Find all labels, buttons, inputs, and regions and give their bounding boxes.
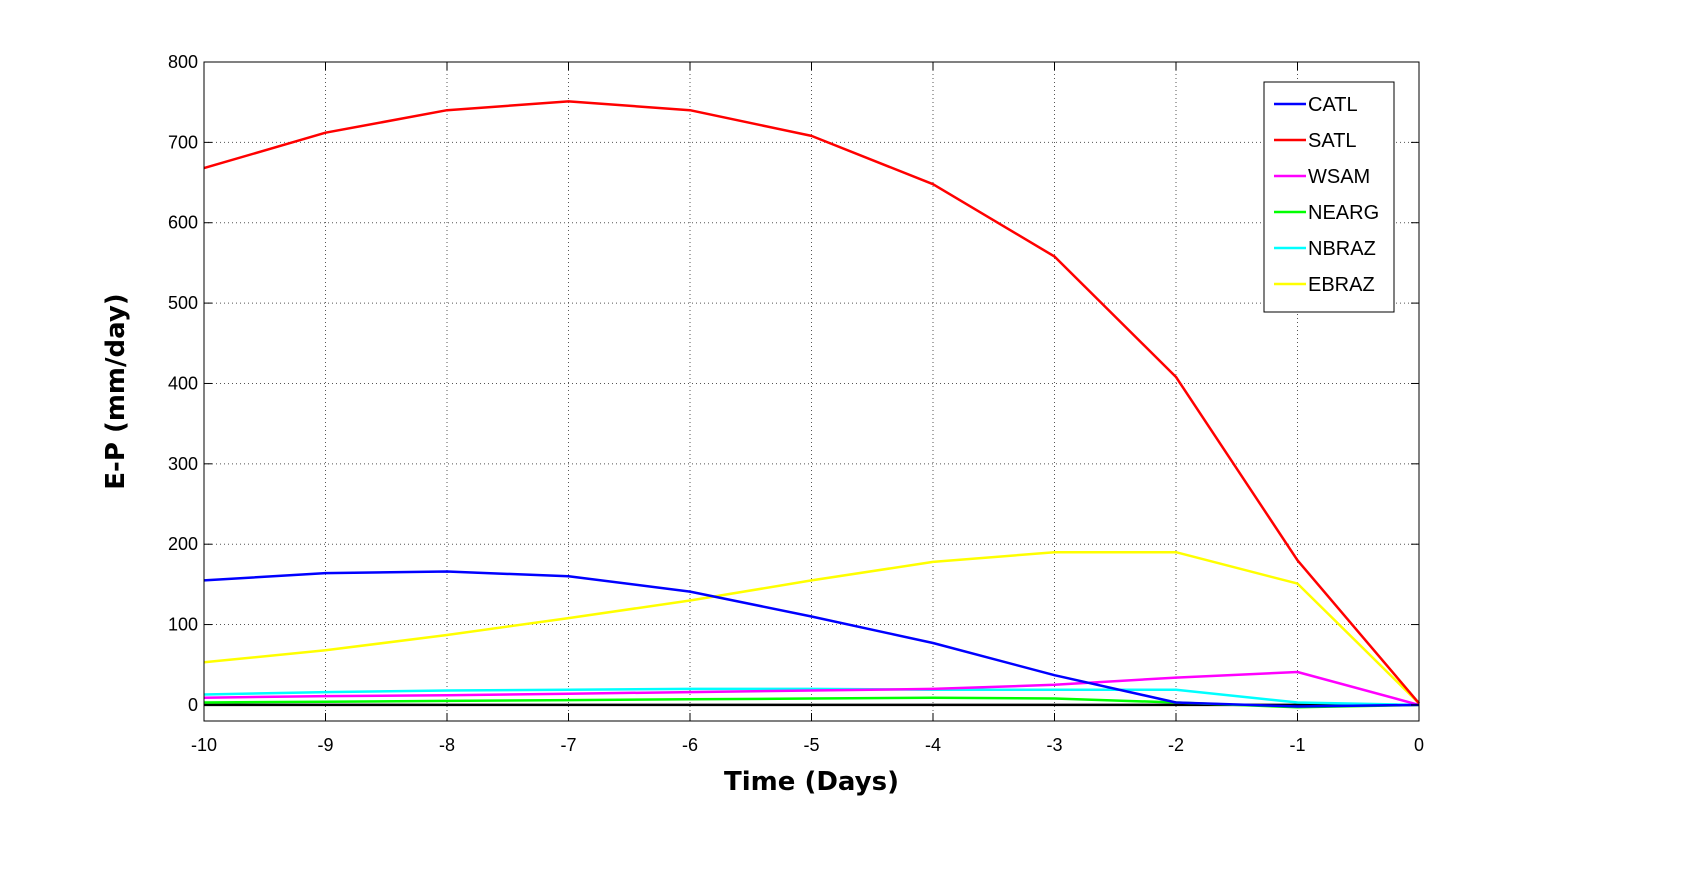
series-line-wsam (203, 670, 1420, 707)
legend: CATL SATL WSAM NEARG NBRAZ EBRAZ (1263, 81, 1395, 313)
y-tick-label: 400 (168, 373, 198, 393)
x-tick-label: -5 (803, 735, 819, 755)
legend-label-catl: CATL (1308, 94, 1358, 116)
x-tick-label: -4 (925, 735, 941, 755)
legend-label-ebraz: EBRAZ (1308, 274, 1375, 296)
y-tick-label: 700 (168, 132, 198, 152)
x-tick-label: -6 (682, 735, 698, 755)
legend-label-nearg: NEARG (1308, 202, 1379, 224)
x-tick-label: -1 (1289, 735, 1305, 755)
x-tick-label: -7 (560, 735, 576, 755)
y-tick-label: 100 (168, 615, 198, 635)
y-tick-label: 800 (168, 52, 198, 72)
y-tick-label: 600 (168, 213, 198, 233)
y-axis-label: E-P (mm/day) (101, 293, 131, 489)
x-tick-label: 0 (1414, 735, 1424, 755)
tick-marks (203, 61, 1420, 721)
y-tick-labels: 0 100 200 300 400 500 600 700 800 (168, 52, 198, 715)
x-tick-label: -2 (1168, 735, 1184, 755)
y-tick-label: 500 (168, 293, 198, 313)
y-tick-label: 0 (188, 695, 198, 715)
series-line-catl (203, 570, 1420, 708)
x-tick-label: -10 (191, 735, 217, 755)
x-tick-label: -8 (439, 735, 455, 755)
series-line-nbraz (203, 687, 1420, 707)
legend-label-wsam: WSAM (1308, 166, 1370, 188)
x-tick-labels: -10 -9 -8 -7 -6 -5 -4 -3 -2 -1 0 (191, 735, 1424, 755)
y-tick-label: 200 (168, 534, 198, 554)
y-tick-label: 300 (168, 454, 198, 474)
series-line-satl (203, 100, 1420, 705)
x-tick-label: -3 (1046, 735, 1062, 755)
legend-label-satl: SATL (1308, 130, 1357, 152)
x-axis-label: Time (Days) (724, 767, 899, 797)
x-tick-label: -9 (317, 735, 333, 755)
legend-label-nbraz: NBRAZ (1308, 238, 1376, 260)
legend-box (1263, 81, 1395, 313)
series-line-ebraz (203, 550, 1420, 705)
series-group (203, 100, 1420, 709)
